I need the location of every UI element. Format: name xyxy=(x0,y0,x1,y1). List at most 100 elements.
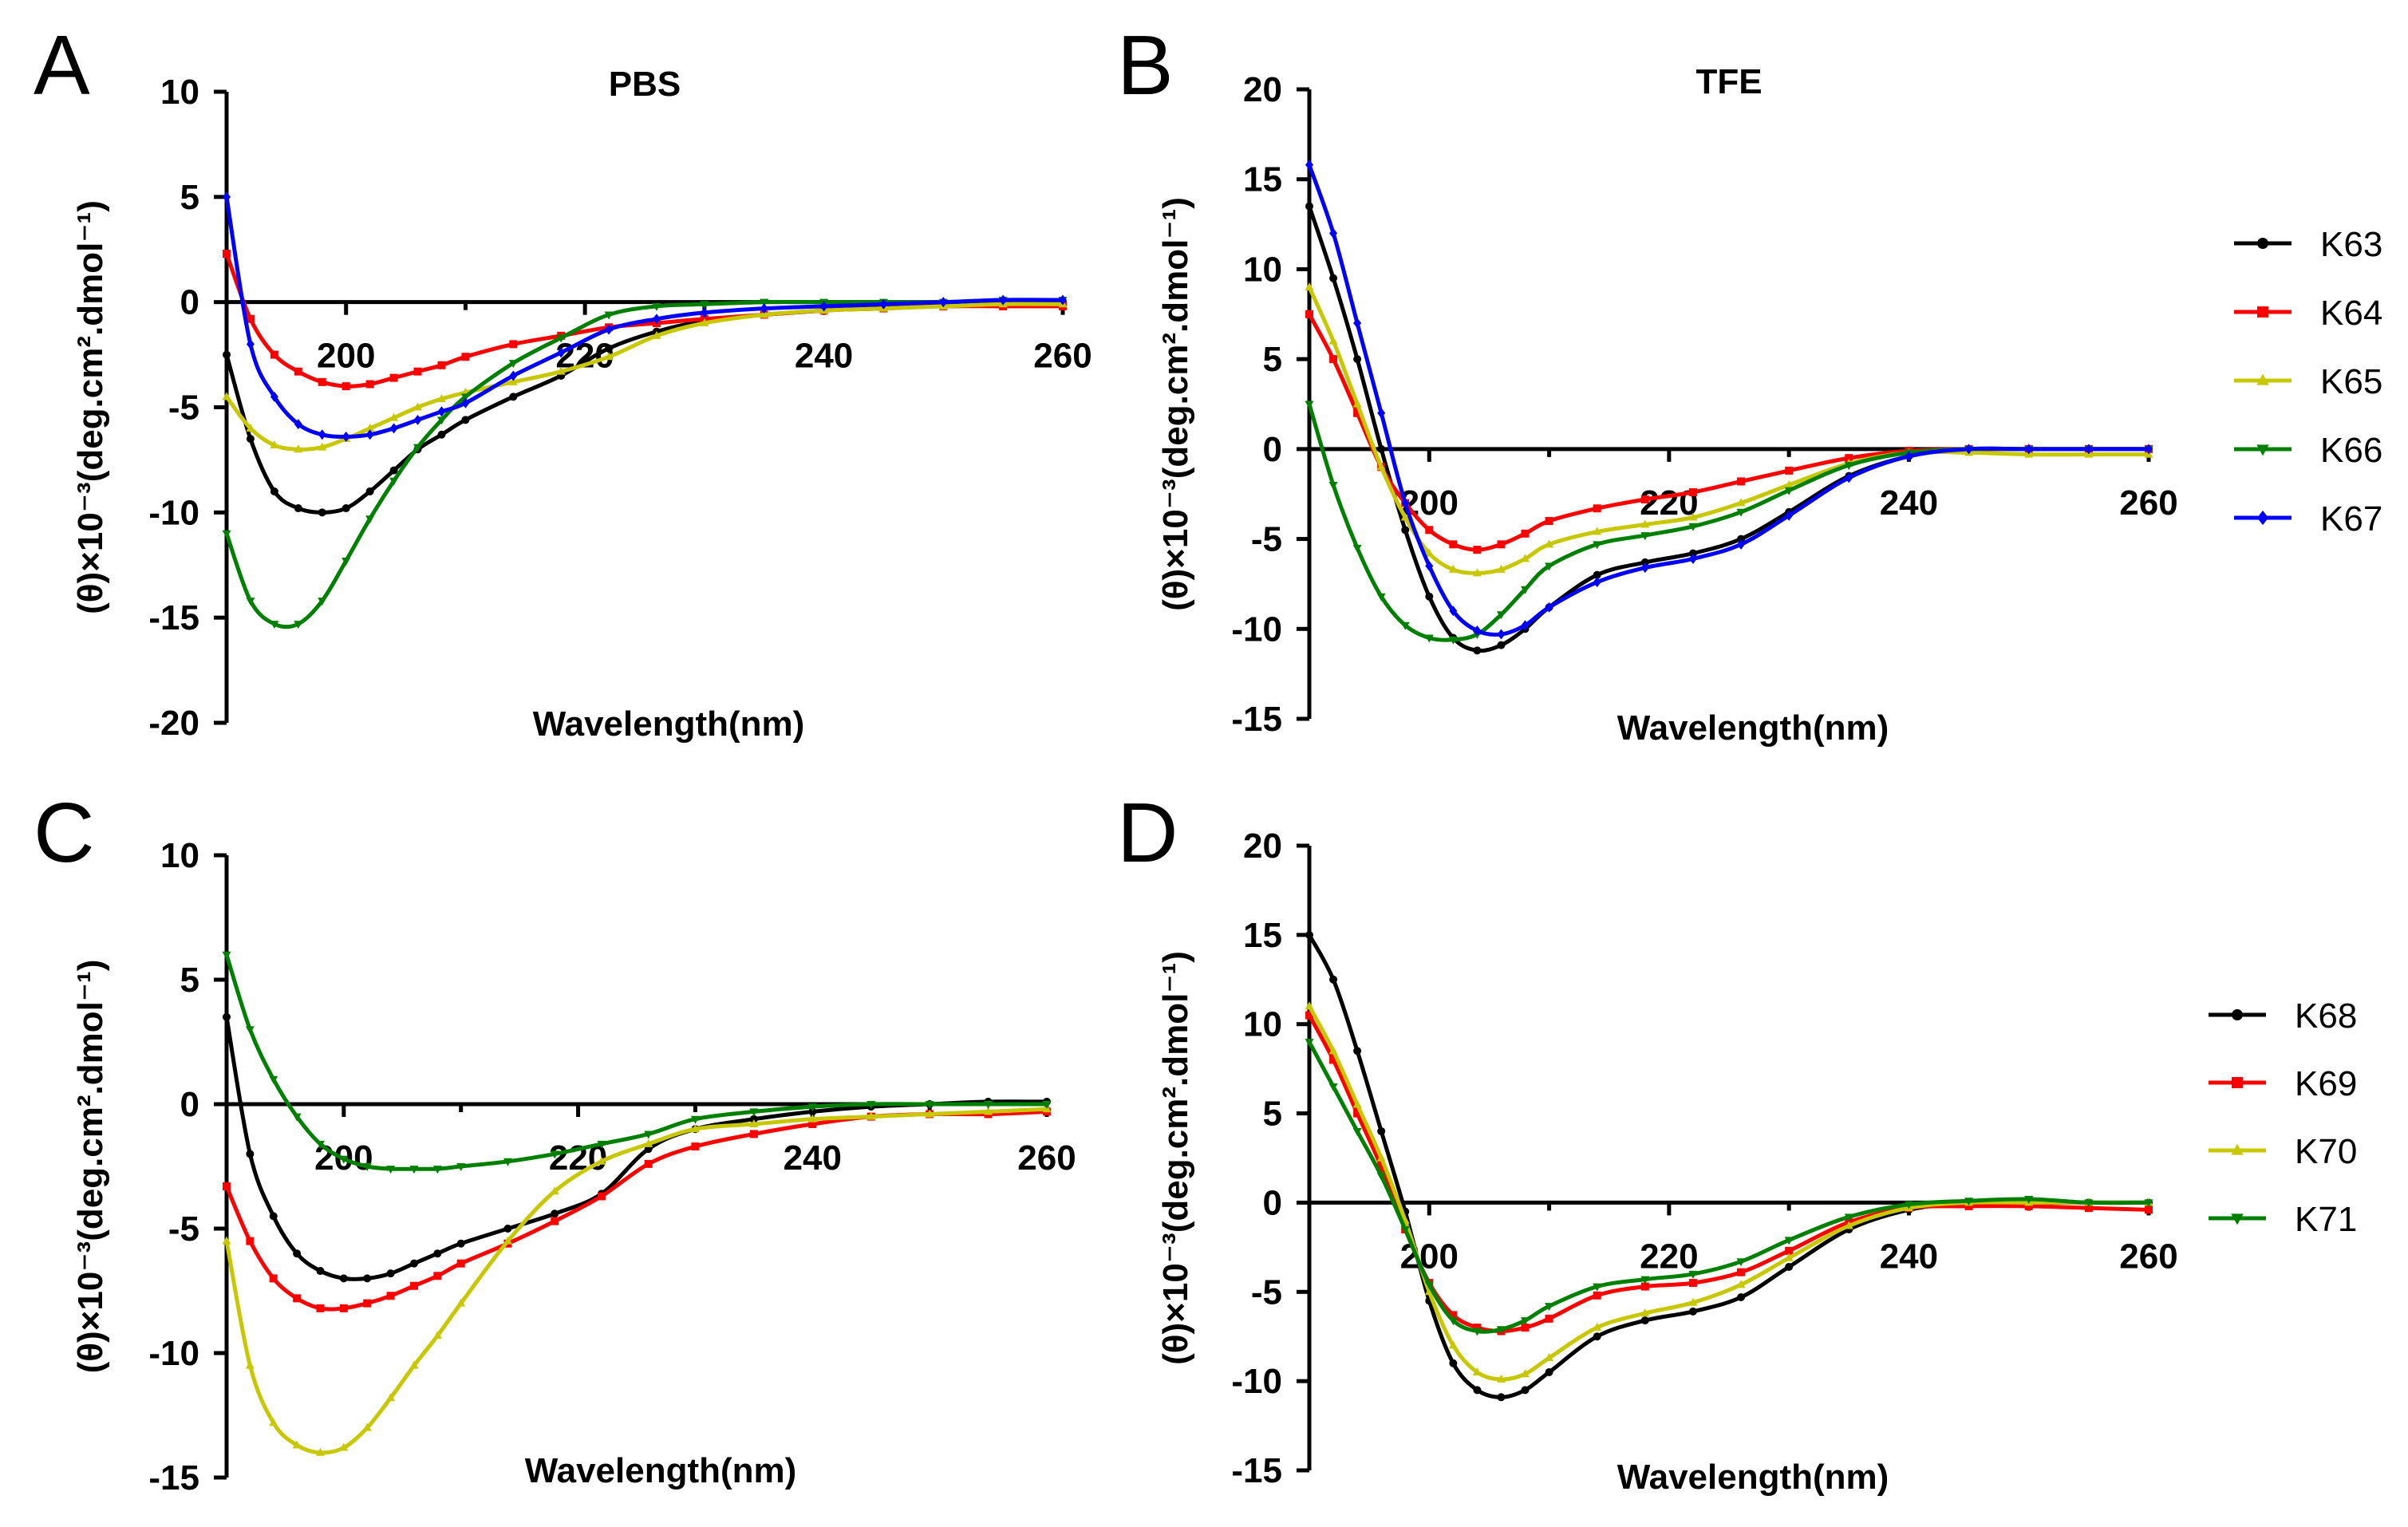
y-tick-label-b: 5 xyxy=(1263,340,1282,379)
data-point-k68 xyxy=(363,1274,372,1283)
data-point-k63 xyxy=(1640,558,1649,566)
data-point-k67 xyxy=(318,429,326,440)
data-point-k63 xyxy=(1377,444,1386,453)
data-point-k67 xyxy=(1545,602,1553,613)
data-point-k63 xyxy=(605,344,614,353)
data-point-k69 xyxy=(551,1217,559,1225)
y-tick-label-d: -10 xyxy=(1231,1362,1282,1401)
y-tick-label-d: 5 xyxy=(1263,1095,1282,1134)
x-tick-label-d: 240 xyxy=(1880,1237,1938,1276)
data-point-k67 xyxy=(1329,227,1338,239)
series-a-k66 xyxy=(222,297,1068,629)
panel-letter-c: C xyxy=(34,786,95,880)
data-point-k64 xyxy=(1449,540,1458,549)
data-point-k65 xyxy=(365,423,375,432)
data-point-k70 xyxy=(292,1440,302,1449)
data-point-k63 xyxy=(318,508,326,517)
data-point-k69 xyxy=(1377,1162,1386,1171)
data-point-k70 xyxy=(222,1236,231,1245)
data-point-k69 xyxy=(1688,1279,1697,1288)
series-d-k70 xyxy=(1305,1001,2153,1383)
x-tick-label-d: 260 xyxy=(2119,1237,2177,1276)
data-point-k67 xyxy=(461,397,470,408)
data-point-k63 xyxy=(1353,355,1362,364)
data-point-k69 xyxy=(223,1182,231,1190)
x-axis-title-c: Wavelength(nm) xyxy=(525,1451,797,1490)
data-point-k67 xyxy=(437,406,446,417)
data-point-k67 xyxy=(1640,562,1649,574)
data-point-k66 xyxy=(1424,634,1434,643)
data-point-k65 xyxy=(1593,527,1602,535)
data-point-k63 xyxy=(389,466,398,475)
legend-c: K68 K69 K70 K71 xyxy=(2209,996,2357,1239)
data-point-k65 xyxy=(294,444,303,453)
data-point-k71 xyxy=(456,1163,466,1171)
data-point-k65 xyxy=(1448,564,1458,573)
y-tick-label-b: 20 xyxy=(1243,70,1282,109)
data-point-k63 xyxy=(1425,592,1434,601)
data-point-k67 xyxy=(605,324,614,335)
data-point-k64 xyxy=(1737,477,1746,486)
data-point-k68 xyxy=(433,1249,442,1258)
data-point-k71 xyxy=(1328,1083,1338,1092)
data-point-k68 xyxy=(409,1259,418,1268)
data-point-k66 xyxy=(1545,562,1554,571)
data-point-k68 xyxy=(1785,1262,1794,1271)
data-point-k67 xyxy=(2084,444,2093,455)
data-point-k67 xyxy=(652,314,661,325)
data-point-k64 xyxy=(365,380,374,389)
data-point-k65 xyxy=(1496,564,1506,573)
y-tick-label-a: 10 xyxy=(160,73,199,112)
y-tick-label-a: -15 xyxy=(148,598,199,637)
data-point-k71 xyxy=(2024,1195,2034,1204)
x-tick-label-a: 240 xyxy=(795,337,853,376)
data-point-k70 xyxy=(269,1418,278,1426)
data-point-k70 xyxy=(1545,1353,1554,1362)
x-axis-title-d: Wavelength(nm) xyxy=(1617,1458,1889,1497)
data-point-k71 xyxy=(1844,1213,1853,1222)
data-point-k65 xyxy=(413,402,423,411)
data-point-k67 xyxy=(1521,620,1530,631)
data-point-k70 xyxy=(1688,1297,1698,1306)
data-point-k71 xyxy=(245,1026,255,1035)
data-point-k68 xyxy=(293,1249,302,1258)
x-tick-label-b: 260 xyxy=(2119,483,2177,523)
data-point-k65 xyxy=(1472,568,1482,577)
y-tick-label-a: 5 xyxy=(180,178,199,217)
data-point-k67 xyxy=(700,307,709,318)
data-point-k64 xyxy=(1473,546,1482,554)
panel-title-a: PBS xyxy=(609,65,681,104)
x-axis-title-a: Wavelength(nm) xyxy=(533,704,805,744)
y-tick-label-d: -5 xyxy=(1251,1272,1282,1312)
panel-c: C1050-5-10-15200220240260Wavelength(nm)(… xyxy=(34,786,2357,1497)
series-line-k63 xyxy=(224,299,1064,515)
data-point-k64 xyxy=(1785,466,1794,475)
data-point-k71 xyxy=(1521,1317,1530,1326)
legend-label-k67: K67 xyxy=(2320,499,2382,539)
data-point-k66 xyxy=(1688,523,1698,531)
series-line-k67 xyxy=(1307,164,2149,637)
data-point-k69 xyxy=(1545,1314,1553,1323)
data-point-k65 xyxy=(1400,512,1410,521)
data-point-k64 xyxy=(1521,529,1530,538)
y-tick-label-c: -10 xyxy=(148,1334,199,1373)
data-point-k63 xyxy=(1401,526,1410,535)
data-point-k71 xyxy=(1400,1225,1410,1234)
y-axis-title-a: (θ)×10⁻³(deg.cm².dmol⁻¹) xyxy=(71,200,110,614)
data-point-k68 xyxy=(749,1115,758,1123)
x-tick-label-b: 220 xyxy=(1640,483,1698,523)
data-point-k66 xyxy=(1400,621,1410,630)
data-point-k71 xyxy=(292,1113,302,1122)
data-point-k69 xyxy=(386,1292,395,1300)
data-point-k71 xyxy=(269,1075,278,1084)
series-b-k67 xyxy=(1305,160,2153,640)
data-point-k66 xyxy=(1844,462,1853,471)
data-point-k65 xyxy=(389,412,399,421)
data-point-k63 xyxy=(1593,570,1601,579)
data-point-k66 xyxy=(1496,611,1506,620)
legend-marker-k63 xyxy=(2257,238,2268,249)
legend-label-k70: K70 xyxy=(2295,1132,2357,1171)
data-point-k69 xyxy=(456,1259,465,1268)
y-tick-label-a: -5 xyxy=(168,389,199,428)
